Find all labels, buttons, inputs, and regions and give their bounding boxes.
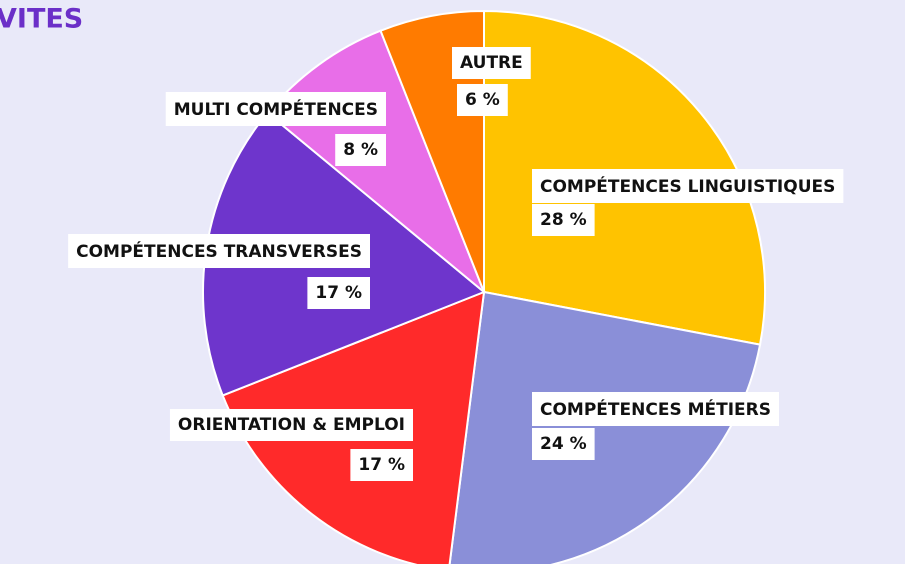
slice-value-label: 8 %	[343, 140, 378, 160]
slice-label: AUTRE	[460, 53, 523, 73]
slice-value-label: 17 %	[315, 283, 362, 303]
label-background	[165, 92, 386, 126]
slice-value-label-group: 17 %	[350, 449, 413, 481]
slice-label: COMPÉTENCES LINGUISTIQUES	[540, 175, 835, 197]
slice-label: ORIENTATION & EMPLOI	[178, 415, 405, 435]
label-background	[532, 428, 595, 460]
slice-label-group: ORIENTATION & EMPLOI	[169, 409, 413, 441]
label-background	[532, 204, 595, 236]
slice-value-label: 6 %	[465, 90, 500, 110]
slice-label-group: COMPÉTENCES LINGUISTIQUES	[532, 169, 844, 203]
slice-label: COMPÉTENCES MÉTIERS	[540, 398, 771, 420]
slice-value-label-group: 17 %	[307, 277, 370, 309]
slice-value-label-group: 6 %	[457, 84, 508, 116]
slice-label-group: MULTI COMPÉTENCES	[165, 92, 386, 126]
slice-label: COMPÉTENCES TRANSVERSES	[76, 240, 362, 262]
slice-label: MULTI COMPÉTENCES	[174, 98, 378, 120]
label-background	[532, 169, 844, 203]
label-background	[350, 449, 413, 481]
label-background	[452, 47, 531, 79]
slice-value-label: 17 %	[358, 455, 405, 475]
slice-value-label: 28 %	[540, 210, 587, 230]
label-background	[457, 84, 508, 116]
slice-value-label: 24 %	[540, 434, 587, 454]
label-background	[532, 392, 780, 426]
label-background	[68, 234, 370, 268]
label-background	[307, 277, 370, 309]
chart-title: VITES	[0, 4, 83, 35]
label-background	[169, 409, 413, 441]
label-background	[335, 134, 386, 166]
slice-label-group: COMPÉTENCES TRANSVERSES	[68, 234, 370, 268]
slice-value-label-group: 24 %	[532, 428, 595, 460]
slice-label-group: AUTRE	[452, 47, 531, 79]
slice-value-label-group: 28 %	[532, 204, 595, 236]
pie-slice	[379, 9, 485, 293]
slice-label-group: COMPÉTENCES MÉTIERS	[532, 392, 780, 426]
slice-value-label-group: 8 %	[335, 134, 386, 166]
